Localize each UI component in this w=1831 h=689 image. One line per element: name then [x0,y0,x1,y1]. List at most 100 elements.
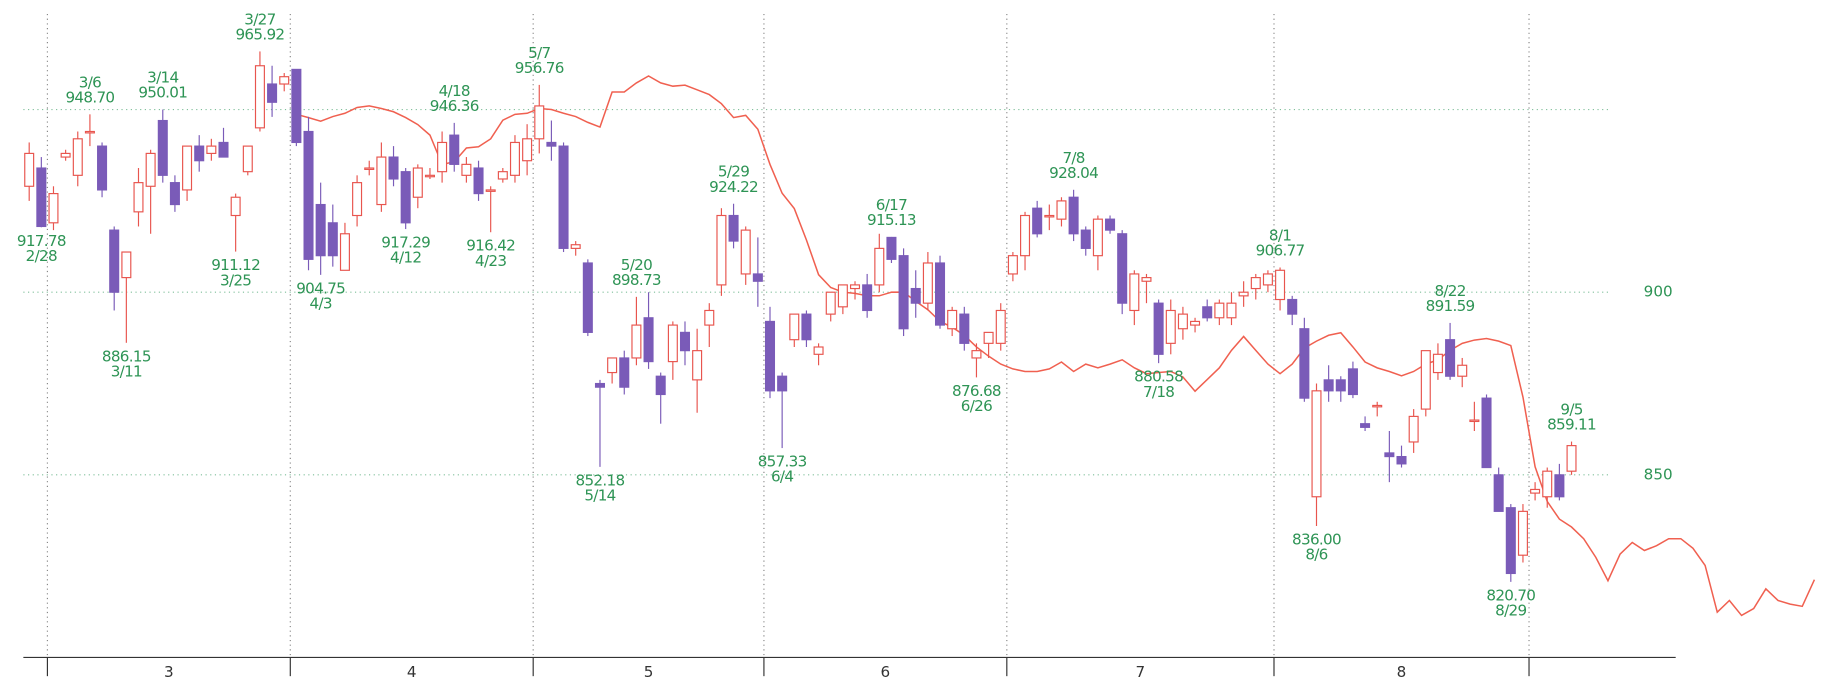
candle [497,168,508,183]
candle [704,303,715,347]
candle [1190,317,1201,333]
x-tick-label: 7 [1136,663,1146,681]
candle [728,203,739,249]
candle [449,122,460,172]
candle [1032,200,1043,238]
candle [971,343,982,378]
candle-body [886,236,897,260]
candle-body [242,145,253,173]
candle-body [764,320,776,392]
annotation-date: 9/5 [1560,401,1582,419]
candle [558,142,569,253]
candle-body [400,171,411,224]
candle-body [1177,313,1188,330]
annotation-date: 6/17 [876,196,907,214]
candle-body [947,309,958,330]
candle [279,73,290,92]
annotation: 904.754/3 [296,279,346,312]
candle-body [24,152,35,187]
annotation: 876.686/26 [952,382,1002,415]
candle [947,306,958,337]
candle [254,51,265,132]
candle [740,226,751,285]
candle [716,208,727,296]
candle [291,68,302,147]
candle [1554,463,1565,501]
candle [983,331,994,358]
candle [1105,215,1116,234]
candle-body [315,203,326,257]
candle-body [1068,196,1079,235]
candle-body [1384,452,1395,458]
candle-body [48,193,59,224]
candle [182,145,193,201]
candle-body [267,83,278,103]
candle [789,313,800,347]
candle-body [364,167,375,171]
candle-body [1517,510,1528,556]
candle-body [910,287,921,304]
candle [1469,401,1480,432]
candle [327,204,338,267]
candle-body [1323,379,1334,392]
candle [1287,295,1298,326]
candle [1335,376,1346,402]
candle [1311,383,1322,526]
annotation: 836.008/6 [1292,530,1342,563]
candle-body [497,171,508,180]
annotation: 917.294/12 [381,234,431,267]
annotation-value: 916.42 [466,237,515,255]
candle-body [169,182,180,206]
candle-body [339,233,350,271]
candle [546,120,557,161]
candle-body [1092,218,1103,257]
candle [764,306,776,399]
candle [1408,409,1419,453]
candle-body [412,167,423,198]
candle-body [1432,353,1443,374]
candle [1432,343,1443,380]
candle-body [376,156,387,206]
candle [109,226,120,311]
candle [1202,299,1213,322]
candle [607,357,618,384]
x-tick-label: 6 [881,663,891,681]
candle-body [1129,273,1140,312]
candle [910,270,921,318]
candle-body [279,76,290,85]
candle [1384,431,1395,483]
candle [631,296,642,366]
candle [825,291,836,322]
candle [1092,215,1103,271]
candle [509,135,520,183]
candle-body [971,350,982,359]
candle-body [327,222,338,257]
candle-body [631,324,642,359]
candle [48,186,59,231]
candle [194,135,205,172]
candle [1542,467,1553,508]
candle-body [1542,470,1553,498]
candle [1153,299,1164,364]
annotation-value: 928.04 [1049,164,1098,182]
candle [1299,317,1310,402]
candle-body [109,229,120,293]
annotation-value: 857.33 [758,453,807,471]
candle [1420,350,1431,417]
candle [339,222,350,271]
candle [898,248,909,337]
candle [1262,270,1273,293]
candle-body [643,317,654,363]
candle [121,251,132,343]
candle [473,160,484,201]
annotation: 917.782/28 [17,232,67,265]
candle [1165,299,1176,355]
x-tick-label: 8 [1397,663,1407,681]
candle-body [509,141,520,176]
